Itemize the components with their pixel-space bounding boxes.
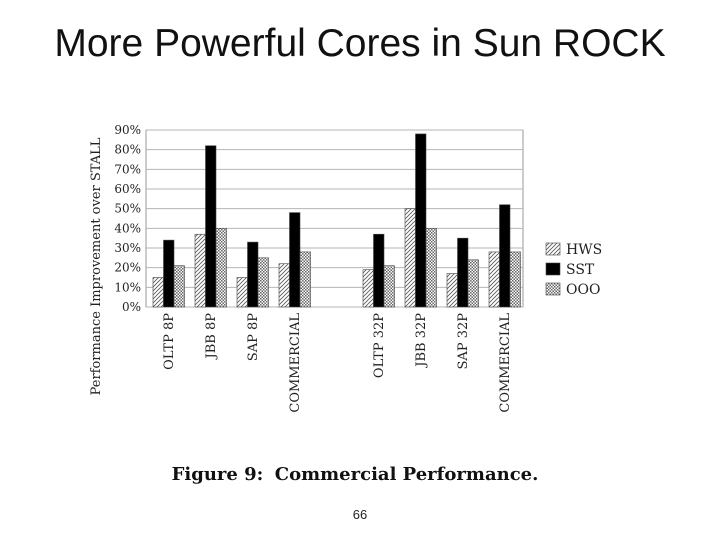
bar-hws xyxy=(362,269,374,308)
bar-hws xyxy=(236,277,248,308)
bar-hws xyxy=(152,277,164,308)
bar-ooo xyxy=(215,228,227,308)
bar-hws xyxy=(194,233,206,308)
bar-ooo xyxy=(257,257,269,308)
x-category-label: JBB 8P xyxy=(204,313,219,361)
y-tick-label: 50% xyxy=(114,202,141,216)
bar-sst xyxy=(373,233,385,308)
legend-swatch-ooo xyxy=(545,282,561,296)
x-category-label: SAP 32P xyxy=(456,313,471,370)
bar-sst xyxy=(163,239,175,308)
bar-sst xyxy=(415,133,427,308)
y-tick-label: 30% xyxy=(114,241,141,255)
bar-hws xyxy=(446,273,458,308)
bar-sst xyxy=(205,145,217,308)
legend-label-hws: HWS xyxy=(566,242,602,258)
bar-hws xyxy=(488,251,500,308)
x-category-label: COMMERCIAL xyxy=(498,313,513,413)
legend-swatch-hws xyxy=(545,242,561,256)
slide-title: More Powerful Cores in Sun ROCK xyxy=(54,22,666,65)
figure-caption: Figure 9: Commercial Performance. xyxy=(0,464,710,485)
x-category-label: JBB 32P xyxy=(414,313,429,369)
y-axis-label: Performance Improvement over STALL xyxy=(89,137,104,395)
legend-label-sst: SST xyxy=(566,262,595,278)
page-number: 66 xyxy=(352,507,368,522)
bars xyxy=(152,133,521,308)
bar-ooo xyxy=(173,265,185,308)
bar-ooo xyxy=(509,251,521,308)
legend: HWS SST OOO xyxy=(545,242,602,298)
y-tick-label: 70% xyxy=(114,162,141,176)
y-tick-label: 0% xyxy=(122,300,141,314)
axis-labels: 0% 10% 20% 30% 40% 50% 60% 70% 80% 90% Performance… xyxy=(89,123,513,413)
y-tick-label: 80% xyxy=(114,143,141,157)
bar-ooo xyxy=(299,251,311,308)
y-tick-label: 60% xyxy=(114,182,141,196)
legend-label-ooo: OOO xyxy=(566,282,600,298)
bar-ooo xyxy=(467,259,479,308)
x-category-label: OLTP 8P xyxy=(162,313,177,370)
bar-sst xyxy=(247,241,259,308)
legend-swatch-sst xyxy=(545,262,561,276)
caption-label: Figure 9: xyxy=(171,464,264,485)
y-tick-label: 10% xyxy=(114,280,141,294)
bar-chart: 0% 10% 20% 30% 40% 50% 60% 70% 80% 90% Performance… xyxy=(89,123,602,413)
bar-ooo xyxy=(383,265,395,308)
bar-sst xyxy=(499,204,511,308)
caption-text: Commercial Performance. xyxy=(274,464,539,485)
bar-hws xyxy=(278,263,290,308)
y-tick-label: 90% xyxy=(114,123,141,137)
bar-ooo xyxy=(425,228,437,308)
x-category-label: OLTP 32P xyxy=(372,313,387,378)
bar-sst xyxy=(289,212,301,308)
y-tick-label: 20% xyxy=(114,261,141,275)
x-category-label: SAP 8P xyxy=(246,313,261,361)
x-category-label: COMMERCIAL xyxy=(288,313,303,413)
bar-sst xyxy=(457,237,469,308)
y-tick-label: 40% xyxy=(114,221,141,235)
bar-hws xyxy=(404,208,416,308)
